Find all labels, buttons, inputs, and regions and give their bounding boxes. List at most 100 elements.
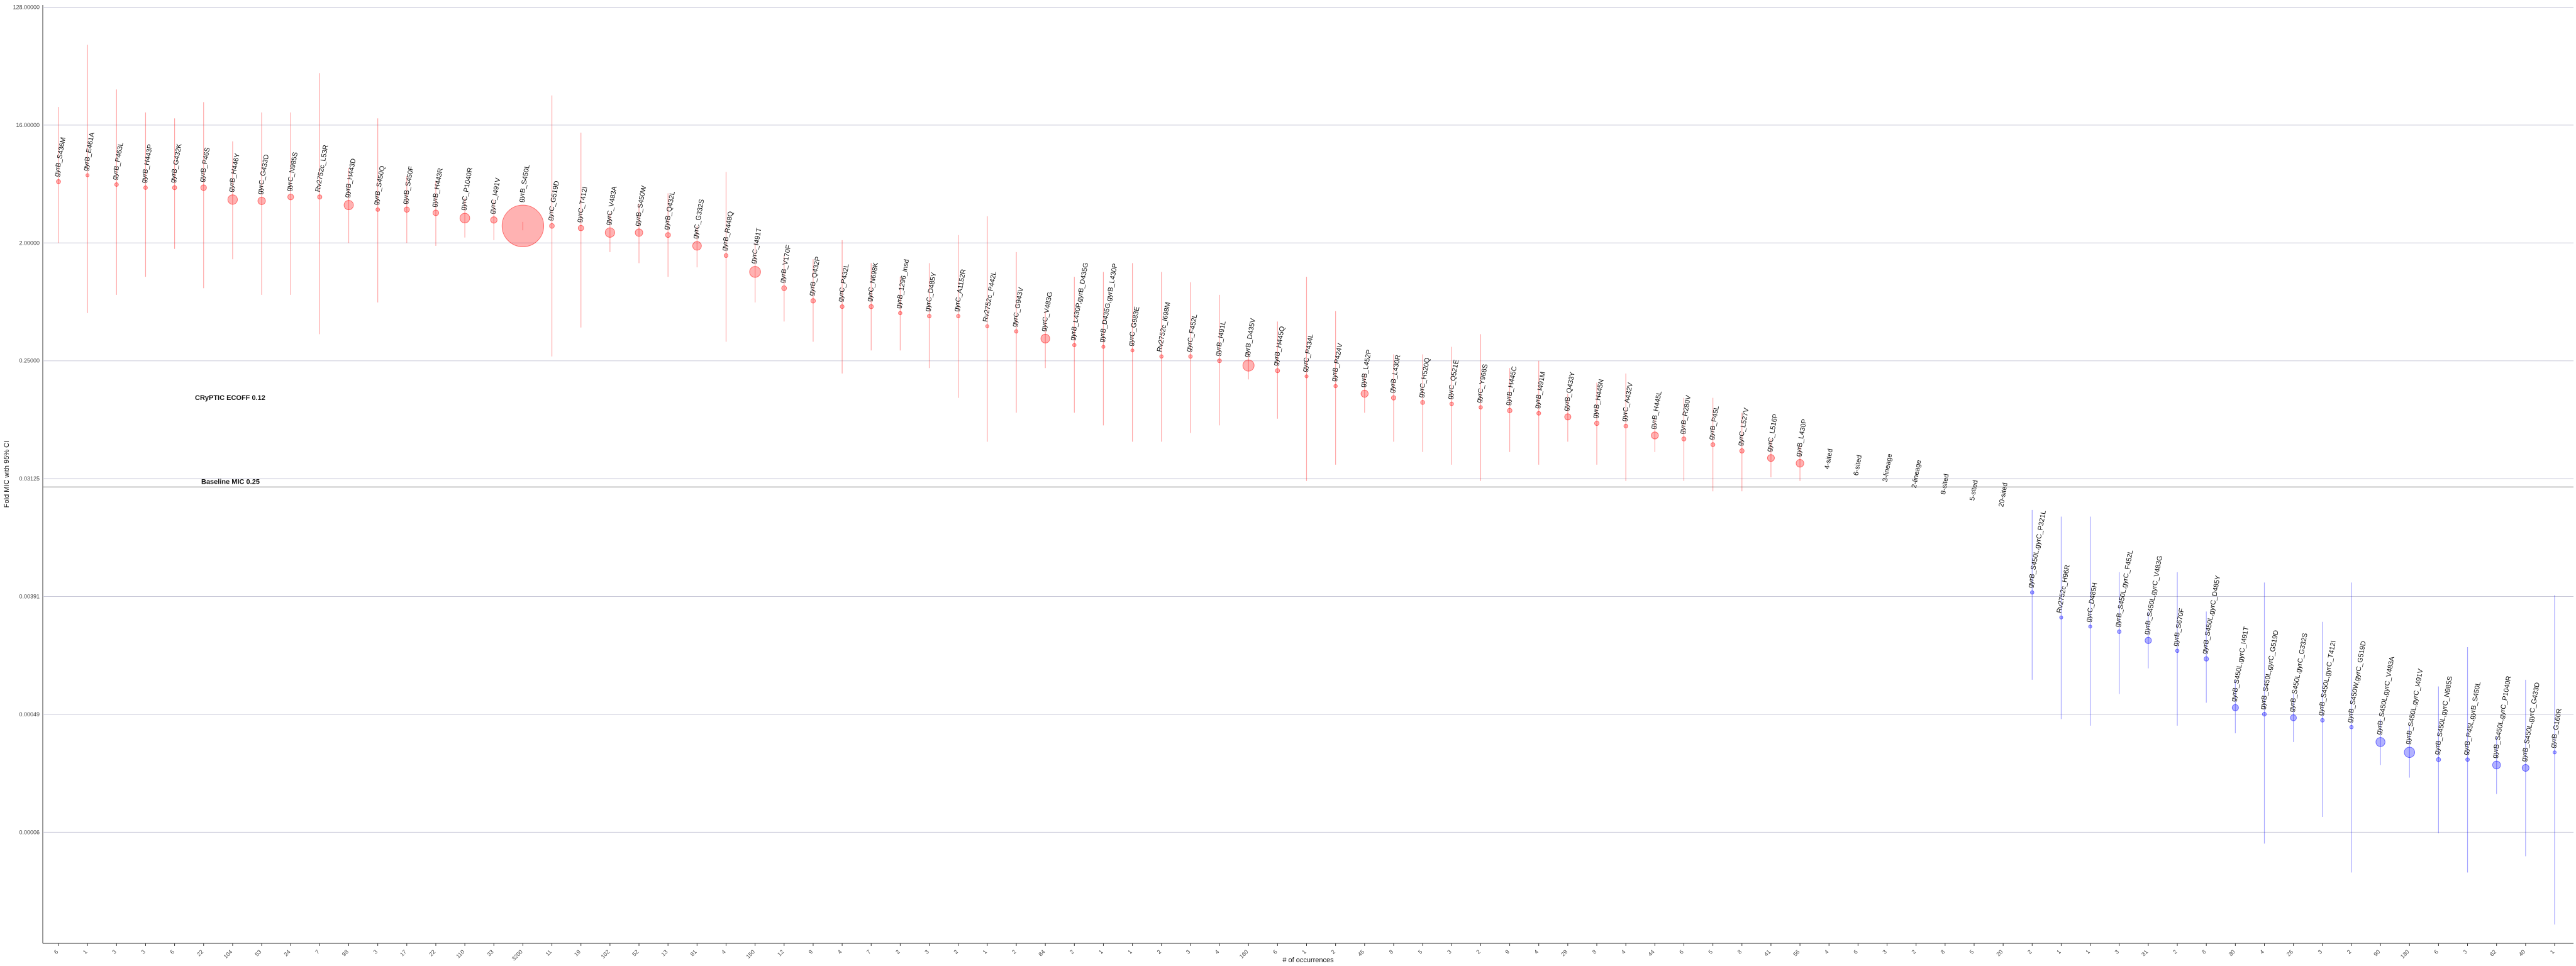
bubble <box>2262 712 2267 717</box>
bubble <box>1391 395 1397 401</box>
x-tick-label: 1 <box>2055 948 2062 955</box>
bubble <box>1739 448 1745 454</box>
x-tick-label: 1 <box>982 948 989 955</box>
bubble <box>172 185 177 191</box>
bubble <box>1130 348 1135 353</box>
bubble <box>287 194 294 201</box>
x-tick-label: 3 <box>1185 948 1192 955</box>
x-tick-label: 2 <box>1910 948 1917 955</box>
bubble <box>2375 737 2385 747</box>
bubble <box>1681 436 1687 441</box>
bubble <box>1796 459 1804 468</box>
bubble <box>432 209 440 216</box>
bubble <box>1420 400 1425 405</box>
bubble <box>2521 764 2529 772</box>
bubble <box>665 232 671 238</box>
bubble <box>343 200 354 211</box>
bubble <box>2059 615 2063 619</box>
x-tick-label: 1 <box>2549 948 2556 955</box>
bubble <box>1333 384 1338 389</box>
x-tick-label: 1 <box>1097 948 1104 955</box>
bubble <box>1101 345 1106 349</box>
bubble <box>549 223 555 229</box>
bubble <box>1710 442 1716 447</box>
bubble <box>2290 714 2297 721</box>
bubble <box>1040 333 1050 343</box>
bubble <box>257 196 266 205</box>
x-tick-label: 1 <box>2084 948 2091 955</box>
bubble <box>2320 718 2325 723</box>
x-tick-label: 2 <box>1069 948 1075 955</box>
x-tick-label: 1 <box>1126 948 1133 955</box>
bubble <box>2404 747 2416 758</box>
bubble <box>86 173 90 177</box>
x-tick-label: 8 <box>1591 948 1598 955</box>
x-tick-label: 2 <box>952 948 959 955</box>
y-tick-label: 0.25000 <box>19 358 40 364</box>
x-tick-label: 2 <box>2346 948 2353 955</box>
x-tick-label: 6 <box>2433 948 2440 955</box>
bubble <box>2492 760 2501 770</box>
bubble <box>56 179 61 184</box>
bubble <box>1304 374 1309 379</box>
x-tick-label: 6 <box>169 948 175 955</box>
bubble <box>200 184 207 191</box>
x-tick-label: 9 <box>1504 948 1511 955</box>
x-tick-label: 4 <box>836 948 843 955</box>
bubble <box>2117 630 2122 634</box>
bubble <box>2145 636 2152 644</box>
bubble <box>227 194 238 205</box>
x-tick-label: 3 <box>923 948 930 955</box>
x-tick-label: 3 <box>2114 948 2121 955</box>
x-tick-label: 9 <box>808 948 814 955</box>
bubble <box>604 227 615 238</box>
x-tick-label: 2 <box>1475 948 1482 955</box>
bubble <box>840 304 845 309</box>
y-tick-label: 0.00391 <box>19 594 40 600</box>
bubble <box>692 241 702 251</box>
bubble <box>1275 368 1280 374</box>
x-tick-label: 4 <box>1214 948 1221 955</box>
y-axis-label: Fold MIC with 95% CI <box>3 441 11 508</box>
x-tick-label: 5 <box>1417 948 1424 955</box>
x-tick-label: 7 <box>314 948 321 955</box>
reference-label: Baseline MIC 0.25 <box>201 478 260 486</box>
bubble <box>2231 704 2239 711</box>
bubble <box>1449 401 1454 406</box>
bubble <box>459 213 470 224</box>
bubble <box>114 182 119 187</box>
bubble <box>1767 454 1775 462</box>
bubble <box>577 225 584 231</box>
bubble <box>956 314 960 318</box>
bubble <box>635 228 643 237</box>
x-tick-label: 2 <box>1330 948 1336 955</box>
bubble <box>2349 724 2354 730</box>
y-tick-label: 16.00000 <box>16 122 40 128</box>
x-tick-label: 4 <box>2258 948 2265 955</box>
x-tick-label: 3 <box>2317 948 2324 955</box>
x-tick-label: 2 <box>894 948 901 955</box>
bubble <box>2465 757 2470 762</box>
bubble <box>927 314 931 319</box>
bubble <box>1014 329 1019 334</box>
bubble <box>490 216 497 224</box>
bubble <box>1479 405 1483 409</box>
y-tick-label: 2.00000 <box>19 240 40 246</box>
x-tick-label: 8 <box>1388 948 1395 955</box>
x-tick-label: 3 <box>2462 948 2468 955</box>
bubble <box>2030 590 2035 595</box>
bubble <box>404 206 410 213</box>
bubble <box>1564 413 1572 421</box>
point-label: 4-sited <box>1823 448 1835 470</box>
bubble <box>1594 421 1600 426</box>
bubble <box>501 204 545 247</box>
point-label: 8-sited <box>1940 474 1951 496</box>
x-tick-label: 2 <box>2026 948 2033 955</box>
x-tick-label: 8 <box>1940 948 1946 955</box>
bubble <box>898 311 902 316</box>
x-tick-label: 2 <box>1011 948 1018 955</box>
x-tick-label: 4 <box>1533 948 1540 955</box>
bubble <box>781 285 787 291</box>
x-tick-label: 3 <box>1446 948 1453 955</box>
